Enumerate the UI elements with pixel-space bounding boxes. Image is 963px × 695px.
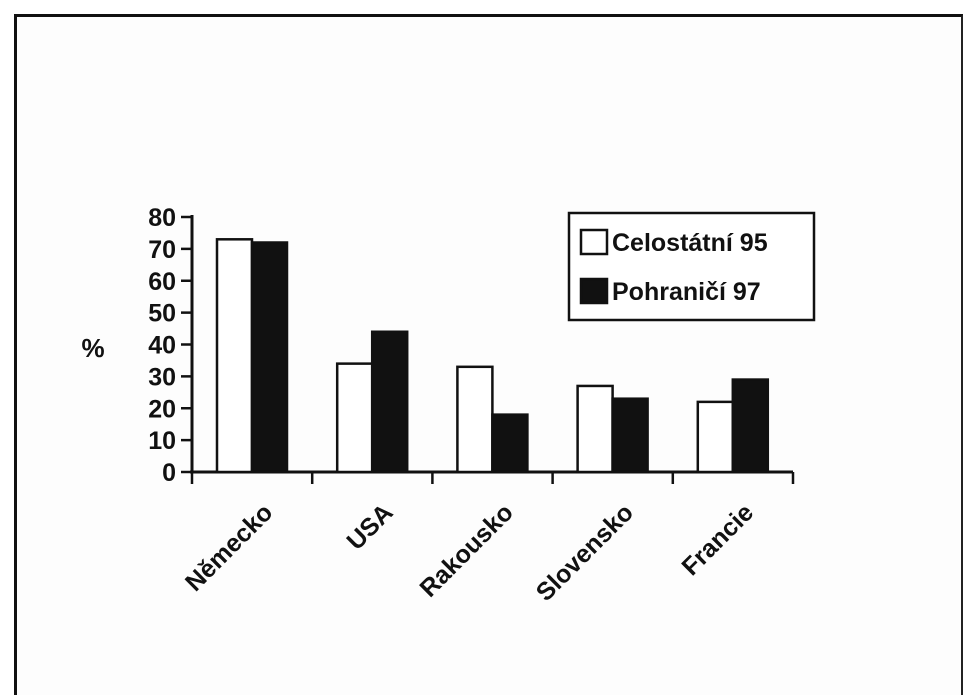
y-tick-label: 40 bbox=[148, 332, 176, 360]
y-tick-label: 0 bbox=[162, 459, 176, 487]
x-category-label: Rakousko bbox=[414, 498, 518, 602]
x-category-label: USA bbox=[341, 498, 398, 555]
chart-frame bbox=[14, 14, 963, 695]
bar-1 bbox=[335, 362, 374, 474]
x-category-label: Francie bbox=[676, 498, 759, 581]
y-tick-label: 20 bbox=[148, 395, 176, 423]
bar-1 bbox=[215, 238, 254, 474]
y-tick-label: 50 bbox=[148, 300, 176, 328]
legend-label-series-1: Celostátní 95 bbox=[612, 229, 768, 257]
bar-1 bbox=[456, 365, 494, 474]
bar-2 bbox=[250, 241, 289, 474]
bar-2 bbox=[491, 413, 529, 474]
x-category-label: Slovensko bbox=[531, 498, 639, 606]
bar-2 bbox=[370, 330, 409, 474]
bar-2 bbox=[611, 397, 649, 474]
legend-box bbox=[567, 211, 816, 322]
legend-label-series-2: Pohraničí 97 bbox=[612, 278, 761, 306]
legend-swatch-series-1 bbox=[579, 228, 609, 256]
bar-1 bbox=[696, 400, 735, 474]
y-tick-label: 80 bbox=[148, 204, 176, 232]
y-tick-label: 30 bbox=[148, 363, 176, 391]
y-tick-label: 60 bbox=[148, 268, 176, 296]
x-category-label: Německo bbox=[180, 498, 278, 596]
legend: Celostátní 95 Pohraničí 97 bbox=[567, 211, 816, 322]
y-axis-label: % bbox=[81, 333, 104, 363]
y-tick-label: 70 bbox=[148, 236, 176, 264]
y-tick-label: 10 bbox=[148, 427, 176, 455]
bar-1 bbox=[576, 384, 614, 474]
legend-swatch-series-2 bbox=[579, 277, 609, 305]
bar-2 bbox=[731, 378, 770, 474]
